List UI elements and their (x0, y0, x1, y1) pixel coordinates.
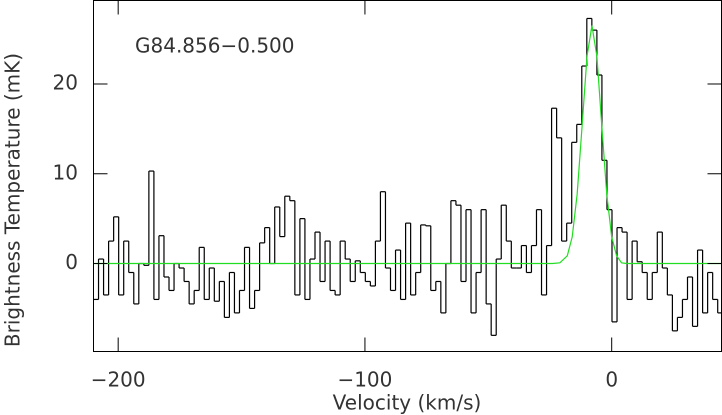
x-tick-label: −100 (337, 368, 392, 392)
axes: −200 −100 0 0 10 20 (53, 0, 722, 392)
y-axis-title: Brightness Temperature (mK) (1, 53, 25, 347)
annotation: G84.856−0.500 (135, 34, 295, 58)
y-tick-label: 0 (65, 250, 78, 274)
x-axis-title: Velocity (km/s) (333, 391, 482, 415)
plot-area (93, 17, 722, 336)
x-tick-label: 0 (605, 368, 618, 392)
y-tick-label: 10 (53, 160, 78, 184)
fit-line (93, 25, 722, 265)
y-tick-label: 20 (53, 70, 78, 94)
x-tick-label: −200 (91, 368, 146, 392)
